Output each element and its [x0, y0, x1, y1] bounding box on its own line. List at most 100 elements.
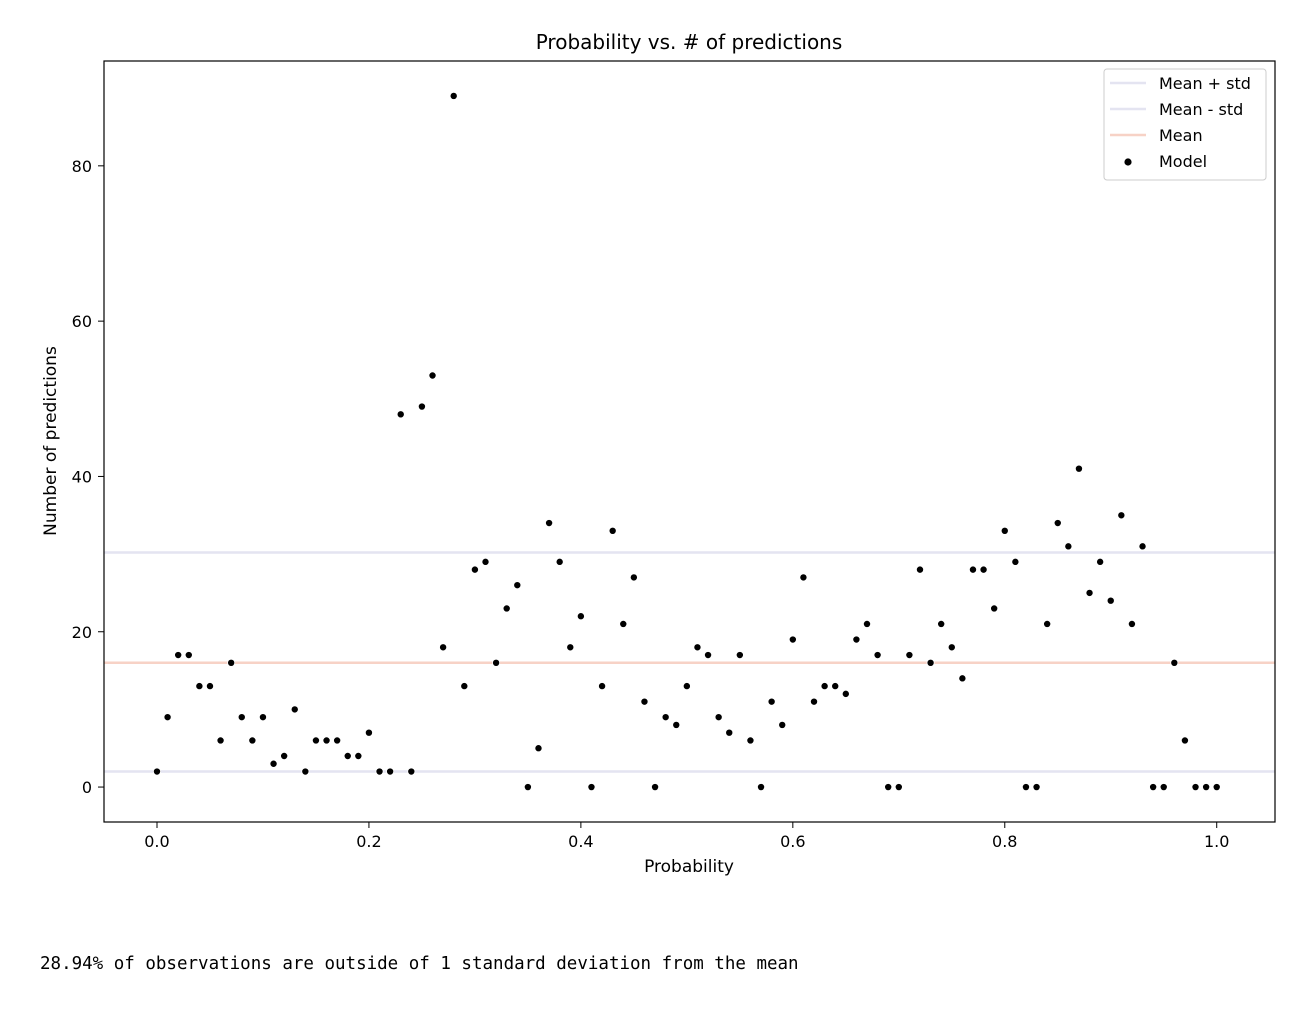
data-point: [248, 736, 257, 745]
plot-area-frame: [103, 60, 1276, 823]
data-point: [672, 720, 681, 729]
data-point: [1106, 596, 1115, 605]
data-point: [333, 736, 342, 745]
data-point: [1011, 557, 1020, 566]
data-point: [322, 736, 331, 745]
data-point: [152, 767, 161, 776]
data-point: [905, 651, 914, 660]
data-point: [227, 658, 236, 667]
y-axis-label: Number of predictions: [41, 346, 61, 536]
data-point: [269, 759, 278, 768]
data-point: [258, 713, 267, 722]
data-point: [534, 744, 543, 753]
y-tick-label: 0: [82, 778, 92, 797]
legend-box: [1103, 68, 1267, 181]
data-points: [152, 91, 1221, 792]
data-point: [396, 410, 405, 419]
data-point: [460, 682, 469, 691]
data-point: [598, 682, 607, 691]
x-axis-label: Probability: [644, 857, 734, 877]
x-tick-label: 0.8: [992, 832, 1017, 851]
data-point: [375, 767, 384, 776]
data-point: [566, 643, 575, 652]
legend-marker-model: [1124, 158, 1132, 166]
data-point: [1074, 464, 1083, 473]
data-point: [990, 604, 999, 613]
data-point: [1053, 519, 1062, 528]
y-tick-label: 80: [72, 157, 92, 176]
data-point: [555, 557, 564, 566]
scatter-chart: Probability vs. # of predictions 0.0 0.2 0…: [0, 0, 1316, 940]
data-point: [725, 728, 734, 737]
data-point: [311, 736, 320, 745]
data-point: [492, 658, 501, 667]
data-point: [439, 643, 448, 652]
data-point: [820, 682, 829, 691]
data-point: [1085, 588, 1094, 597]
data-point: [470, 565, 479, 574]
data-point: [1096, 557, 1105, 566]
data-point: [619, 619, 628, 628]
data-point: [852, 635, 861, 644]
data-point: [640, 697, 649, 706]
x-tick-label: 0.6: [780, 832, 805, 851]
data-point: [428, 371, 437, 380]
data-point: [301, 767, 310, 776]
data-point: [386, 767, 395, 776]
data-point: [968, 565, 977, 574]
reference-lines: [104, 551, 1275, 773]
data-point: [841, 689, 850, 698]
legend-label: Mean: [1159, 126, 1203, 145]
data-point: [810, 697, 819, 706]
data-point: [290, 705, 299, 714]
data-point: [1138, 542, 1147, 551]
figure-background: [0, 0, 1316, 940]
data-point: [979, 565, 988, 574]
data-point: [1127, 619, 1136, 628]
y-tick-label: 20: [72, 623, 92, 642]
x-tick-label: 0.4: [568, 832, 593, 851]
data-point: [1170, 658, 1179, 667]
data-point: [799, 573, 808, 582]
data-point: [1180, 736, 1189, 745]
data-point: [1117, 511, 1126, 520]
data-point: [915, 565, 924, 574]
data-point: [757, 783, 766, 792]
legend: Mean + std Mean - std Mean Model: [1103, 68, 1267, 181]
x-tick-label: 1.0: [1204, 832, 1229, 851]
data-point: [1149, 783, 1158, 792]
x-tick-label: 0.0: [144, 832, 169, 851]
data-point: [608, 526, 617, 535]
chart-title: Probability vs. # of predictions: [536, 30, 843, 54]
data-point: [958, 674, 967, 683]
data-point: [947, 643, 956, 652]
data-point: [693, 643, 702, 652]
data-point: [894, 783, 903, 792]
data-point: [778, 720, 787, 729]
y-tick-label: 60: [72, 312, 92, 331]
data-point: [174, 651, 183, 660]
data-point: [1159, 783, 1168, 792]
data-point: [449, 91, 458, 100]
data-point: [587, 783, 596, 792]
y-tick-label: 40: [72, 467, 92, 486]
data-point: [513, 581, 522, 590]
data-point: [216, 736, 225, 745]
data-point: [1043, 619, 1052, 628]
data-point: [651, 783, 660, 792]
data-point: [545, 519, 554, 528]
data-point: [576, 612, 585, 621]
data-point: [746, 736, 755, 745]
data-point: [343, 751, 352, 760]
data-point: [1021, 783, 1030, 792]
legend-label: Mean - std: [1159, 100, 1243, 119]
data-point: [184, 651, 193, 660]
output-text: 28.94% of observations are outside of 1 …: [40, 954, 799, 974]
data-point: [502, 604, 511, 613]
data-point: [523, 783, 532, 792]
data-point: [884, 783, 893, 792]
data-point: [237, 713, 246, 722]
data-point: [1032, 783, 1041, 792]
data-point: [163, 713, 172, 722]
data-point: [863, 619, 872, 628]
